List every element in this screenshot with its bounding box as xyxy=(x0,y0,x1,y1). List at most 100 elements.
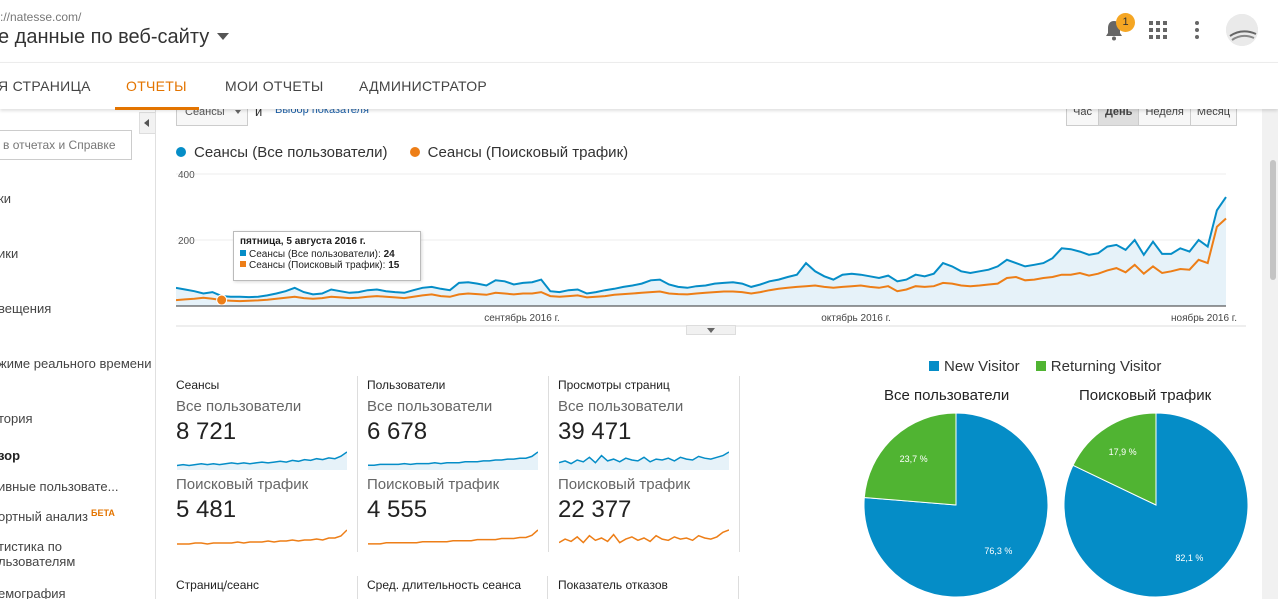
pie-slice-returning-visitor[interactable] xyxy=(1072,412,1157,506)
segment-label-all: Все пользователи xyxy=(176,398,302,415)
pie-slice-label: 76,3 % xyxy=(984,546,1012,556)
legend-dot-search xyxy=(409,147,420,157)
sidebar-item-audience[interactable]: тория xyxy=(0,411,33,426)
metric-card-pages-per-session[interactable]: Страниц/сеанс xyxy=(176,578,260,592)
sparkline-path xyxy=(559,451,729,465)
avatar-image-icon xyxy=(1226,14,1258,46)
sidebar-item-2[interactable]: ики xyxy=(0,246,19,261)
sidebar-item-active-users[interactable]: ивные пользовате... xyxy=(0,479,119,494)
property-selector[interactable]: е данные по веб-сайту xyxy=(0,26,230,49)
period-week-button[interactable]: Неделя xyxy=(1138,99,1189,125)
pie-chart-search-traffic[interactable]: 82,1 % 17,9 % xyxy=(1062,411,1250,599)
sidebar-item-1[interactable]: ки xyxy=(0,191,11,206)
pie-slice-new-visitor[interactable] xyxy=(863,412,1049,598)
series-line-search xyxy=(176,217,1227,303)
site-url: ://natesse.com/ xyxy=(0,10,82,24)
tooltip-label-all: Сеансы (Все пользователи): xyxy=(249,249,384,260)
active-tab-indicator xyxy=(115,107,199,110)
tooltip-value-all: 24 xyxy=(383,249,395,260)
segment-label-all: Все пользователи xyxy=(367,398,493,415)
and-label: и xyxy=(255,104,263,119)
metric-value-all: 8 721 xyxy=(176,418,237,445)
legend-label-all: Сеансы (Все пользователи) xyxy=(194,144,388,161)
y-tick-label: 200 xyxy=(178,236,195,247)
card-divider xyxy=(357,576,358,599)
tooltip-row-all: Сеансы (Все пользователи): 24 xyxy=(240,249,414,260)
pie-title-search: Поисковый трафик xyxy=(1079,387,1212,404)
metric-card-sessions[interactable]: Сеансы Все пользователи 8 721 Поисковый … xyxy=(176,376,358,552)
sidebar-item-realtime[interactable]: жиме реального времени xyxy=(0,356,152,371)
metric-card-bounce-rate[interactable]: Показатель отказов xyxy=(558,578,668,592)
area-fill-all xyxy=(176,197,1226,306)
sidebar-item-user-explorer-2[interactable]: льзователям xyxy=(0,554,76,569)
x-tick-label: сентябрь 2016 г. xyxy=(484,312,560,324)
sparkline-path xyxy=(177,529,347,545)
sparkline-all xyxy=(177,451,347,470)
sparkline-all xyxy=(559,451,729,470)
series-line-all xyxy=(176,196,1227,299)
sparkline-search xyxy=(559,529,729,544)
legend-label-search: Сеансы (Поисковый трафик) xyxy=(427,144,629,161)
y-tick-label: 400 xyxy=(178,170,195,181)
sparkline-area xyxy=(368,452,538,470)
avatar[interactable] xyxy=(1226,14,1258,46)
notification-badge: 1 xyxy=(1116,13,1135,32)
tab-my-reports[interactable]: МОИ ОТЧЕТЫ xyxy=(225,78,324,94)
period-hour-button[interactable]: Час xyxy=(1073,106,1092,118)
segment-label-all: Все пользователи xyxy=(558,398,684,415)
chart-legend: Сеансы (Все пользователи) Сеансы (Поиско… xyxy=(176,144,646,161)
sidebar-item-user-explorer[interactable]: тистика по xyxy=(0,539,63,554)
metric-value-search: 4 555 xyxy=(367,496,428,523)
metric-value-search: 5 481 xyxy=(176,496,237,523)
card-title: Просмотры страниц xyxy=(558,378,670,392)
legend-label-returning: Returning Visitor xyxy=(1050,358,1162,375)
pie-slice-label: 17,9 % xyxy=(1109,447,1137,457)
beta-badge: БЕТА xyxy=(90,508,115,518)
segment-label-search: Поисковый трафик xyxy=(367,476,500,493)
legend-label-new: New Visitor xyxy=(944,358,1020,375)
tooltip-label-search: Сеансы (Поисковый трафик): xyxy=(249,260,389,271)
metric-value-all: 6 678 xyxy=(367,418,428,445)
sidebar-item-overview[interactable]: зор xyxy=(0,448,21,463)
sidebar-item-3[interactable]: вещения xyxy=(0,301,52,316)
app-header: ://natesse.com/ е данные по веб-сайту 1 xyxy=(0,0,1278,62)
tab-home[interactable]: Я СТРАНИЦА xyxy=(0,78,91,94)
tab-admin[interactable]: АДМИНИСТРАТОР xyxy=(359,78,488,94)
legend-swatch-new xyxy=(929,361,939,371)
tab-reports[interactable]: ОТЧЕТЫ xyxy=(126,78,187,94)
sidebar-item-cohort[interactable]: ортный анализ БЕТА xyxy=(0,508,115,524)
metric-card-users[interactable]: Пользователи Все пользователи 6 678 Поис… xyxy=(367,376,549,552)
legend-item-search[interactable]: Сеансы (Поисковый трафик) xyxy=(409,144,629,161)
pie-title-all: Все пользователи xyxy=(884,387,1010,404)
tooltip-row-search: Сеансы (Поисковый трафик): 15 xyxy=(240,260,414,271)
card-title: Сеансы xyxy=(176,378,220,392)
period-month-button[interactable]: Месяц xyxy=(1189,99,1236,125)
pie-chart-all-users[interactable]: 76,3 % 23,7 % xyxy=(862,411,1050,599)
apps-grid-icon[interactable] xyxy=(1149,21,1167,39)
more-vert-icon[interactable] xyxy=(1193,20,1201,40)
collapse-sidebar-button[interactable] xyxy=(139,112,155,134)
legend-item-all[interactable]: Сеансы (Все пользователи) xyxy=(176,144,388,161)
sidebar: в отчетах и Справке ки ики вещения жиме … xyxy=(0,109,156,599)
chart-tooltip: пятница, 5 августа 2016 г. Сеансы (Все п… xyxy=(233,231,421,281)
pie-slice-new-visitor[interactable] xyxy=(1063,412,1249,598)
metric-card-avg-duration[interactable]: Сред. длительность сеанса xyxy=(367,578,522,592)
sparkline-area xyxy=(177,452,347,470)
card-divider xyxy=(547,576,548,599)
sidebar-search-input[interactable]: в отчетах и Справке xyxy=(0,130,132,160)
tooltip-date: пятница, 5 августа 2016 г. xyxy=(240,236,366,247)
property-title: е данные по веб-сайту xyxy=(0,26,210,48)
sparkline-search xyxy=(177,529,347,545)
chart-expand-handle[interactable] xyxy=(686,325,736,335)
tooltip-swatch-all xyxy=(240,250,246,256)
x-tick-label: ноябрь 2016 г. xyxy=(1171,312,1237,324)
sidebar-item-demographics[interactable]: емография xyxy=(0,586,66,599)
pie-slice-returning-visitor[interactable] xyxy=(863,412,957,506)
metric-card-pageviews[interactable]: Просмотры страниц Все пользователи 39 47… xyxy=(558,376,740,552)
scrollbar-thumb[interactable] xyxy=(1270,160,1276,280)
metric-value-all: 39 471 xyxy=(558,418,632,445)
hover-point xyxy=(216,294,228,306)
main-nav: Я СТРАНИЦА ОТЧЕТЫ МОИ ОТЧЕТЫ АДМИНИСТРАТ… xyxy=(0,62,1278,110)
x-tick-label: октябрь 2016 г. xyxy=(821,312,891,324)
segment-label-search: Поисковый трафик xyxy=(558,476,691,493)
